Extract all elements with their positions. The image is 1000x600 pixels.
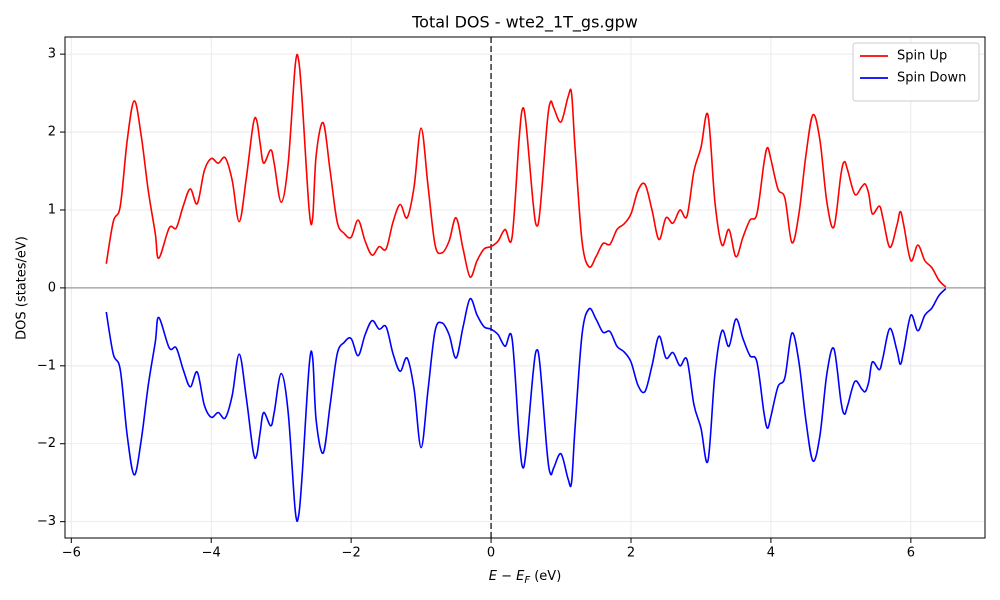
data-line (105, 288, 947, 523)
x-label-main: E − E (489, 569, 525, 584)
y-tick-label: 2 (48, 125, 56, 140)
x-tick-label: −2 (342, 546, 361, 561)
data-line (105, 53, 947, 288)
legend-label: Spin Up (897, 49, 947, 64)
plot-frame (64, 36, 986, 539)
x-axis-label: E − EF (eV) (489, 569, 562, 587)
legend: Spin Up Spin Down (852, 42, 980, 102)
x-tick-label: 2 (627, 546, 635, 561)
x-tick-label: −4 (202, 546, 221, 561)
legend-box (852, 42, 980, 102)
x-tick-label: 6 (907, 546, 915, 561)
y-tick-label: −2 (37, 436, 56, 451)
legend-label: Spin Down (897, 71, 966, 86)
y-tick-label: 0 (48, 280, 56, 295)
y-tick-label: 3 (48, 47, 56, 62)
x-label-unit: (eV) (530, 569, 561, 584)
y-tick-label: 1 (48, 202, 56, 217)
x-tick-label: 4 (767, 546, 775, 561)
y-tick-label: −3 (37, 514, 56, 529)
x-tick-label: −6 (62, 546, 81, 561)
chart-title: Total DOS - wte2_1T_gs.gpw (411, 13, 638, 33)
y-axis-label: DOS (states/eV) (15, 236, 30, 340)
x-tick-label: 0 (487, 546, 495, 561)
y-tick-label: −1 (37, 358, 56, 373)
x-label-sub: F (524, 575, 530, 586)
